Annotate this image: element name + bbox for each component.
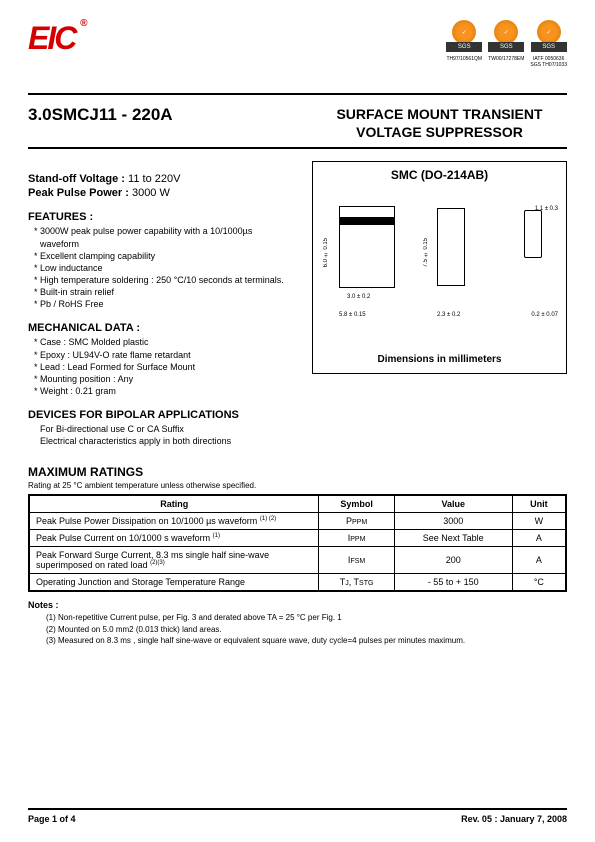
- cert-label: TW00/17278EM: [488, 56, 524, 62]
- package-side-view-icon: [437, 208, 465, 286]
- rating-desc: Operating Junction and Storage Temperatu…: [29, 574, 319, 592]
- main-content: Stand-off Voltage : 11 to 220V Peak Puls…: [28, 161, 567, 447]
- feature-item: 3000W peak pulse power capability with a…: [34, 225, 292, 249]
- rating-desc: Peak Pulse Current on 10/1000 s waveform…: [29, 530, 319, 547]
- product-title: SURFACE MOUNT TRANSIENT VOLTAGE SUPPRESS…: [312, 105, 567, 141]
- product-title-l1: SURFACE MOUNT TRANSIENT: [312, 105, 567, 123]
- page-number: Page 1 of 4: [28, 814, 76, 824]
- rating-symbol: IPPM: [319, 530, 394, 547]
- cert-badge-label: SGS: [488, 42, 524, 52]
- note-item: (2) Mounted on 5.0 mm2 (0.013 thick) lan…: [46, 624, 567, 635]
- part-number: 3.0SMCJ11 - 220A: [28, 105, 173, 125]
- mechanical-heading: MECHANICAL DATA :: [28, 322, 292, 334]
- dim-lead-w: 0.2 ± 0.07: [531, 312, 558, 318]
- cert-badge-icon: ✓SGS: [488, 20, 524, 56]
- ratings-table: Rating Symbol Value Unit Peak Pulse Powe…: [28, 494, 567, 592]
- logo: EIC®: [28, 20, 75, 57]
- cert-label: SGS TH07/1033: [530, 62, 567, 68]
- dim-lead-t: 1.1 ± 0.3: [535, 206, 558, 212]
- mechanical-item: Mounting position : Any: [34, 373, 292, 385]
- col-rating: Rating: [29, 495, 319, 513]
- cert-item: ✓SGS IATF 0050636 SGS TH07/1033: [530, 20, 567, 68]
- mechanical-item: Weight : 0.21 gram: [34, 385, 292, 397]
- standoff-label: Stand-off Voltage :: [28, 173, 125, 185]
- max-ratings-sub: Rating at 25 °C ambient temperature unle…: [28, 481, 567, 490]
- features-heading: FEATURES :: [28, 211, 292, 223]
- rating-unit: A: [512, 530, 566, 547]
- bipolar-line: For Bi-directional use C or CA Suffix: [28, 423, 292, 435]
- dim-w-inner: 3.0 ± 0.2: [347, 294, 370, 300]
- table-header-row: Rating Symbol Value Unit: [29, 495, 566, 513]
- product-title-l2: VOLTAGE SUPPRESSOR: [312, 123, 567, 141]
- col-value: Value: [394, 495, 512, 513]
- table-row: Operating Junction and Storage Temperatu…: [29, 574, 566, 592]
- package-top-view-icon: [339, 206, 395, 288]
- cert-badges: ✓SGS TH97/10561QM ✓SGS TW00/17278EM ✓SGS…: [446, 20, 567, 68]
- cert-item: ✓SGS TW00/17278EM: [488, 20, 524, 68]
- mechanical-item: Epoxy : UL94V-O rate flame retardant: [34, 349, 292, 361]
- features-list: 3000W peak pulse power capability with a…: [28, 225, 292, 310]
- note-item: (3) Measured on 8.3 ms , single half sin…: [46, 635, 567, 646]
- right-column: SMC (DO-214AB) 6.0 ± 0.15 3.0 ± 0.2 5.8 …: [312, 161, 567, 447]
- table-row: Peak Pulse Current on 10/1000 s waveform…: [29, 530, 566, 547]
- rating-value: See Next Table: [394, 530, 512, 547]
- standoff-spec: Stand-off Voltage : 11 to 220V: [28, 173, 292, 185]
- dim-side-h: 7.5 ± 0.15: [423, 238, 429, 267]
- cert-label: TH97/10561QM: [446, 56, 482, 62]
- bipolar-line: Electrical characteristics apply in both…: [28, 435, 292, 447]
- mechanical-list: Case : SMC Molded plastic Epoxy : UL94V-…: [28, 336, 292, 397]
- col-unit: Unit: [512, 495, 566, 513]
- rating-symbol: TJ, TSTG: [319, 574, 394, 592]
- registered-icon: ®: [80, 18, 85, 29]
- package-title: SMC (DO-214AB): [319, 168, 560, 182]
- rating-value: 200: [394, 547, 512, 574]
- feature-item: Low inductance: [34, 262, 292, 274]
- rating-desc: Peak Pulse Power Dissipation on 10/1000 …: [29, 513, 319, 530]
- rating-value: 3000: [394, 513, 512, 530]
- dim-w-outer: 5.8 ± 0.15: [339, 312, 366, 318]
- cert-badge-icon: ✓SGS: [446, 20, 482, 56]
- bipolar-heading: DEVICES FOR BIPOLAR APPLICATIONS: [28, 409, 292, 421]
- rating-value: - 55 to + 150: [394, 574, 512, 592]
- note-item: (1) Non-repetitive Current pulse, per Fi…: [46, 612, 567, 623]
- standoff-value: 11 to 220V: [128, 173, 180, 185]
- cert-item: ✓SGS TH97/10561QM: [446, 20, 482, 68]
- mechanical-item: Case : SMC Molded plastic: [34, 336, 292, 348]
- title-band: 3.0SMCJ11 - 220A SURFACE MOUNT TRANSIENT…: [28, 93, 567, 149]
- feature-item: Built-in strain relief: [34, 286, 292, 298]
- revision: Rev. 05 : January 7, 2008: [461, 814, 567, 824]
- rating-unit: W: [512, 513, 566, 530]
- footer: Page 1 of 4 Rev. 05 : January 7, 2008: [28, 808, 567, 824]
- cert-badge-icon: ✓SGS: [531, 20, 567, 56]
- notes-heading: Notes :: [28, 600, 567, 610]
- col-symbol: Symbol: [319, 495, 394, 513]
- rating-unit: °C: [512, 574, 566, 592]
- notes-list: (1) Non-repetitive Current pulse, per Fi…: [28, 612, 567, 646]
- header: EIC® ✓SGS TH97/10561QM ✓SGS TW00/17278EM…: [28, 20, 567, 85]
- ppp-value: 3000 W: [132, 187, 170, 199]
- package-diagram: 6.0 ± 0.15 3.0 ± 0.2 5.8 ± 0.15 7.5 ± 0.…: [319, 188, 560, 348]
- mechanical-item: Lead : Lead Formed for Surface Mount: [34, 361, 292, 373]
- rating-symbol: PPPM: [319, 513, 394, 530]
- table-row: Peak Pulse Power Dissipation on 10/1000 …: [29, 513, 566, 530]
- logo-text: EIC: [28, 20, 75, 56]
- rating-symbol: IFSM: [319, 547, 394, 574]
- feature-item-rohs: Pb / RoHS Free: [34, 298, 292, 310]
- ppp-label: Peak Pulse Power :: [28, 187, 129, 199]
- dim-h: 6.0 ± 0.15: [323, 238, 329, 267]
- cert-badge-label: SGS: [446, 42, 482, 52]
- left-column: Stand-off Voltage : 11 to 220V Peak Puls…: [28, 161, 292, 447]
- rating-desc: Peak Forward Surge Current, 8.3 ms singl…: [29, 547, 319, 574]
- table-row: Peak Forward Surge Current, 8.3 ms singl…: [29, 547, 566, 574]
- package-outline-box: SMC (DO-214AB) 6.0 ± 0.15 3.0 ± 0.2 5.8 …: [312, 161, 567, 374]
- feature-item: Excellent clamping capability: [34, 250, 292, 262]
- max-ratings-heading: MAXIMUM RATINGS: [28, 465, 567, 479]
- feature-item: High temperature soldering : 250 °C/10 s…: [34, 274, 292, 286]
- rating-unit: A: [512, 547, 566, 574]
- package-dim-note: Dimensions in millimeters: [319, 354, 560, 365]
- ppp-spec: Peak Pulse Power : 3000 W: [28, 187, 292, 199]
- dim-side-w: 2.3 ± 0.2: [437, 312, 460, 318]
- package-end-view-icon: [524, 210, 542, 258]
- cert-badge-label: SGS: [531, 42, 567, 52]
